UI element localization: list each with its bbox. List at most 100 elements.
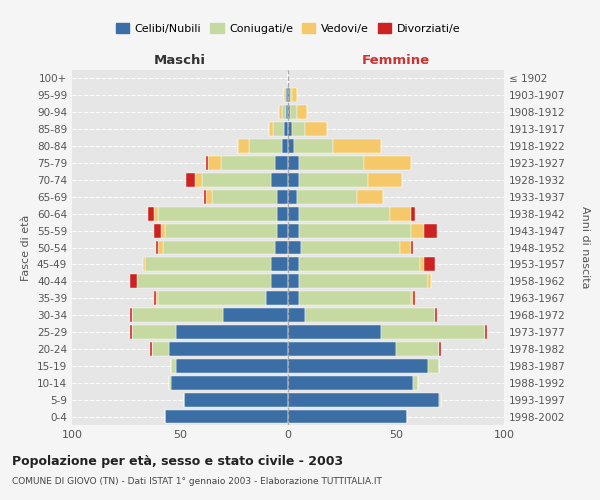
Bar [154, 292, 156, 305]
Bar [288, 207, 299, 220]
Bar [288, 376, 413, 390]
Bar [130, 274, 137, 288]
Bar [277, 224, 288, 237]
Bar [269, 122, 273, 136]
Bar [288, 292, 299, 305]
Bar [172, 359, 176, 373]
Bar [295, 139, 334, 153]
Bar [411, 240, 413, 254]
Bar [133, 308, 223, 322]
Bar [485, 325, 487, 339]
Bar [266, 292, 288, 305]
Bar [424, 224, 437, 237]
Bar [271, 173, 288, 187]
Bar [223, 308, 288, 322]
Bar [154, 224, 161, 237]
Bar [288, 173, 299, 187]
Bar [288, 224, 299, 237]
Bar [275, 156, 288, 170]
Bar [286, 106, 288, 119]
Bar [204, 190, 206, 203]
Bar [296, 106, 307, 119]
Bar [411, 207, 415, 220]
Bar [206, 190, 212, 203]
Bar [169, 342, 288, 356]
Bar [288, 308, 305, 322]
Bar [305, 122, 327, 136]
Bar [163, 240, 275, 254]
Bar [357, 190, 383, 203]
Bar [411, 224, 424, 237]
Bar [288, 342, 396, 356]
Bar [288, 359, 428, 373]
Bar [280, 106, 281, 119]
Bar [281, 139, 288, 153]
Bar [158, 292, 266, 305]
Bar [158, 207, 277, 220]
Bar [428, 359, 439, 373]
Bar [299, 224, 411, 237]
Bar [413, 292, 415, 305]
Bar [334, 139, 381, 153]
Bar [133, 325, 176, 339]
Bar [161, 224, 165, 237]
Bar [206, 156, 208, 170]
Bar [165, 224, 277, 237]
Bar [288, 122, 292, 136]
Bar [169, 376, 172, 390]
Bar [400, 240, 411, 254]
Bar [130, 308, 133, 322]
Bar [288, 240, 301, 254]
Bar [271, 258, 288, 272]
Bar [290, 106, 296, 119]
Bar [148, 207, 154, 220]
Bar [439, 342, 442, 356]
Bar [389, 207, 411, 220]
Bar [286, 88, 288, 102]
Bar [288, 190, 296, 203]
Bar [212, 190, 277, 203]
Bar [428, 274, 431, 288]
Bar [288, 88, 290, 102]
Bar [292, 88, 296, 102]
Bar [221, 156, 275, 170]
Bar [292, 122, 305, 136]
Bar [277, 190, 288, 203]
Bar [364, 156, 411, 170]
Bar [284, 88, 286, 102]
Bar [411, 292, 413, 305]
Bar [154, 207, 158, 220]
Y-axis label: Fasce di età: Fasce di età [22, 214, 31, 280]
Bar [299, 274, 428, 288]
Bar [152, 342, 169, 356]
Bar [435, 308, 437, 322]
Bar [413, 376, 418, 390]
Text: COMUNE DI GIOVO (TN) - Dati ISTAT 1° gennaio 2003 - Elaborazione TUTTITALIA.IT: COMUNE DI GIOVO (TN) - Dati ISTAT 1° gen… [12, 478, 382, 486]
Bar [176, 359, 288, 373]
Bar [288, 410, 407, 424]
Bar [202, 173, 271, 187]
Bar [299, 292, 411, 305]
Y-axis label: Anni di nascita: Anni di nascita [580, 206, 589, 289]
Bar [275, 240, 288, 254]
Bar [305, 308, 435, 322]
Bar [156, 240, 158, 254]
Bar [381, 325, 485, 339]
Bar [238, 139, 249, 153]
Bar [176, 325, 288, 339]
Bar [288, 258, 299, 272]
Bar [396, 342, 439, 356]
Bar [299, 207, 389, 220]
Bar [271, 274, 288, 288]
Bar [145, 258, 271, 272]
Bar [130, 325, 133, 339]
Bar [156, 292, 158, 305]
Legend: Celibi/Nubili, Coniugati/e, Vedovi/e, Divorziati/e: Celibi/Nubili, Coniugati/e, Vedovi/e, Di… [112, 19, 464, 38]
Bar [368, 173, 403, 187]
Bar [277, 207, 288, 220]
Bar [299, 173, 368, 187]
Bar [195, 173, 202, 187]
Bar [172, 376, 288, 390]
Bar [143, 258, 145, 272]
Bar [288, 106, 290, 119]
